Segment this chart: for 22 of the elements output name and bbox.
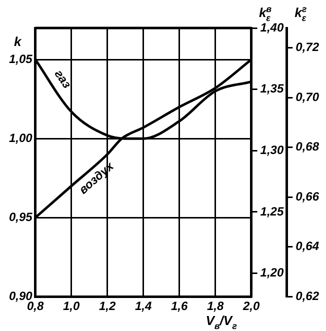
y3-tick-label: 0,70 bbox=[296, 90, 320, 104]
y2-tick-label: 1,40 bbox=[260, 20, 284, 34]
y2-tick-label: 1,30 bbox=[260, 142, 284, 157]
x-tick-label: 1,6 bbox=[170, 299, 188, 314]
y3-tick-label: 0,62 bbox=[296, 288, 320, 303]
y3-tick-label: 0,68 bbox=[296, 140, 320, 154]
x-tick-label: 1,0 bbox=[63, 299, 80, 314]
y3-tick-label: 0,66 bbox=[296, 189, 320, 204]
y2-tick-label: 1,25 bbox=[260, 204, 284, 218]
x-tick-label: 1,8 bbox=[206, 299, 224, 314]
y3-tick-label: 0,64 bbox=[296, 239, 320, 254]
y-tick-label: 0,95 bbox=[8, 210, 33, 224]
x-tick-label: 1,4 bbox=[134, 299, 152, 314]
x-tick-label: 1,2 bbox=[98, 299, 116, 314]
y3-tick-label: 0,72 bbox=[296, 40, 320, 54]
y2-tick-label: 1,20 bbox=[260, 266, 284, 280]
text: газ bbox=[52, 67, 74, 91]
y-axis-title: k bbox=[14, 34, 22, 49]
y2-tick-label: 1,35 bbox=[260, 82, 284, 96]
x-tick-label: 2,0 bbox=[242, 299, 260, 314]
y-tick-label: 1,05 bbox=[8, 52, 33, 66]
y-tick-label: 1,00 bbox=[8, 130, 33, 145]
